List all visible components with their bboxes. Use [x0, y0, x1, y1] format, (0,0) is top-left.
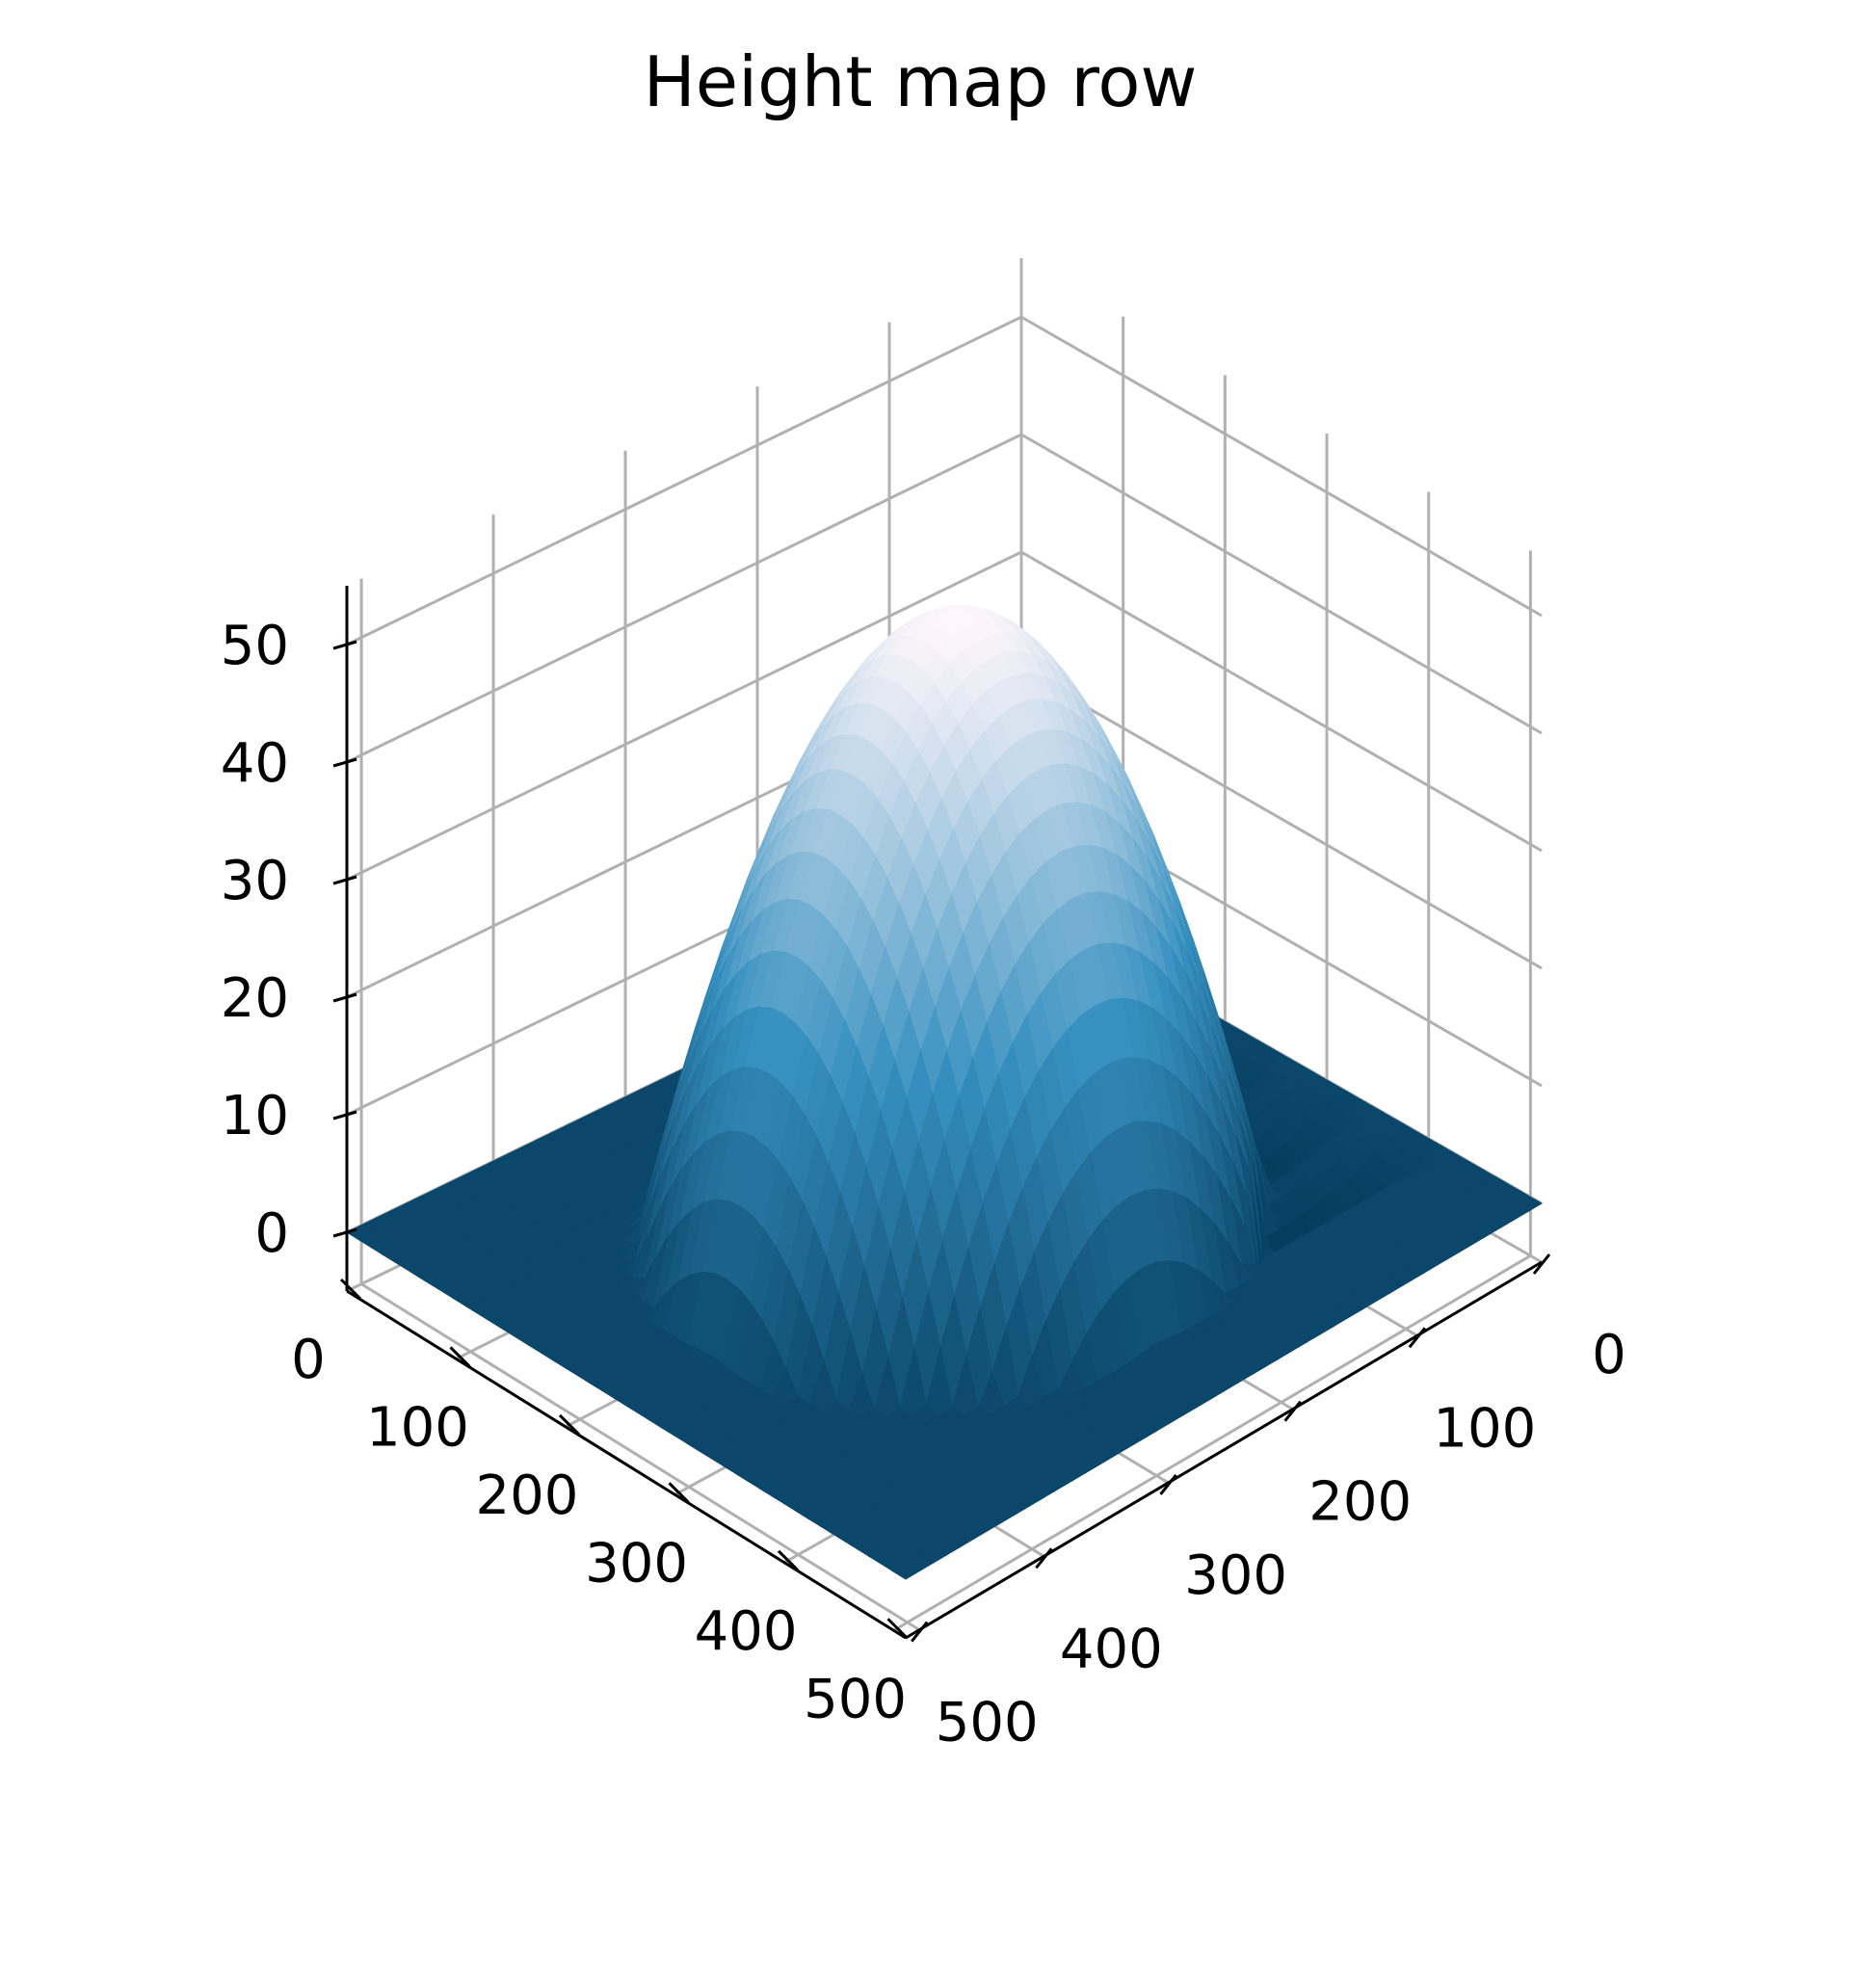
- right-axis-tick: [911, 1621, 929, 1643]
- axis-ticks: 0102030405001002003004005000100200300400…: [221, 615, 1626, 1754]
- axis-lines: [345, 586, 1543, 1640]
- z-tick-label: 0: [254, 1202, 289, 1265]
- wall-gridline-z-right: [1020, 668, 1543, 970]
- left-axis-tick-label: 100: [366, 1396, 469, 1459]
- left-axis-tick-label: 500: [804, 1668, 907, 1730]
- chart-title: Height map row: [644, 41, 1198, 122]
- left-axis-tick-label: 300: [585, 1532, 688, 1595]
- right-axis-tick-label: 100: [1433, 1397, 1536, 1460]
- z-tick-label: 50: [221, 615, 289, 677]
- surface-mesh: [345, 604, 1543, 1580]
- right-axis-tick-label: 0: [1592, 1324, 1626, 1386]
- z-tick-label: 20: [221, 967, 289, 1030]
- wall-gridline-z-left: [346, 315, 1022, 646]
- surface-cell: [892, 1563, 921, 1580]
- z-tick-label: 40: [221, 732, 289, 795]
- wall-gridline-z-left: [346, 550, 1022, 882]
- z-tick: [332, 1227, 357, 1238]
- wall-gridline-z-right: [1020, 433, 1543, 735]
- z-tick: [332, 992, 357, 1003]
- wall-gridline-z-right: [1020, 550, 1543, 853]
- left-axis-tick: [558, 1413, 581, 1436]
- z-tick: [332, 757, 357, 768]
- z-tick: [332, 875, 357, 885]
- left-axis-tick: [777, 1549, 800, 1571]
- left-axis-tick-label: 0: [291, 1329, 326, 1391]
- left-axis-tick: [339, 1278, 362, 1301]
- left-axis-tick: [449, 1346, 471, 1368]
- right-axis-tick: [1532, 1253, 1551, 1275]
- floor-gridline-x: [360, 1282, 920, 1631]
- right-axis-tick-label: 500: [936, 1692, 1039, 1754]
- left-axis-tick: [886, 1618, 909, 1640]
- right-axis-tick: [1159, 1474, 1177, 1495]
- wall-gridline-z-right: [1020, 315, 1543, 618]
- z-tick: [332, 640, 357, 650]
- z-tick-label: 10: [221, 1085, 289, 1147]
- left-axis-tick: [668, 1482, 690, 1504]
- right-axis-line: [905, 1260, 1543, 1640]
- right-axis-tick-label: 300: [1184, 1544, 1287, 1607]
- z-tick-label: 30: [221, 850, 289, 912]
- right-axis-tick-label: 400: [1060, 1618, 1163, 1680]
- z-tick: [332, 1110, 357, 1121]
- floor-gridline-y: [892, 1254, 1532, 1632]
- left-axis-tick-label: 200: [476, 1464, 579, 1527]
- right-axis-tick: [1408, 1327, 1427, 1349]
- wall-gridline-z-left: [346, 433, 1022, 764]
- right-axis-tick: [1035, 1547, 1053, 1569]
- left-axis-tick-label: 400: [695, 1600, 798, 1663]
- right-axis-tick: [1283, 1400, 1302, 1422]
- left-axis-line: [346, 1289, 907, 1640]
- right-axis-tick-label: 200: [1308, 1471, 1412, 1534]
